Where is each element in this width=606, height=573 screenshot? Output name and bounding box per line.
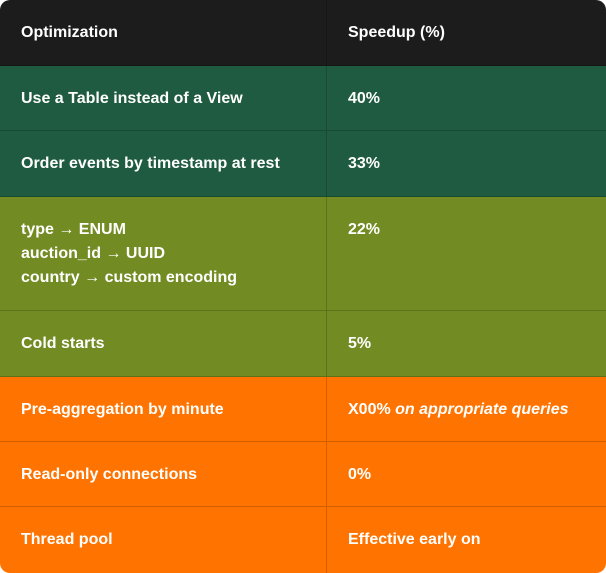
table-row: Use a Table instead of a View 40%	[0, 66, 606, 131]
cell-value: X00%	[348, 401, 391, 418]
cell: 22%	[348, 221, 381, 238]
cell: Pre-aggregation by minute	[0, 377, 327, 441]
cell: Thread pool	[0, 507, 327, 573]
cell: Effective early on	[348, 531, 481, 548]
cell-line: country → custom encoding	[21, 269, 238, 286]
table-row: type → ENUM auction_id → UUID country → …	[0, 197, 606, 311]
header-row: Optimization Speedup (%)	[0, 0, 606, 66]
cell: X00% on appropriate queries	[327, 377, 606, 441]
cell: type → ENUM auction_id → UUID country → …	[0, 197, 327, 310]
table-row: Pre-aggregation by minute X00% on approp…	[0, 377, 606, 442]
cell-line: type → ENUM	[21, 221, 126, 238]
cell: Read-only connections	[0, 442, 327, 506]
table-row: Order events by timestamp at rest 33%	[0, 131, 606, 197]
cell: 40%	[348, 90, 381, 107]
table-row: Read-only connections 0%	[0, 442, 606, 507]
cell-note: on appropriate queries	[395, 401, 569, 418]
table-row: Cold starts 5%	[0, 311, 606, 377]
header-cell: Speedup (%)	[348, 24, 445, 41]
cell: 0%	[348, 466, 372, 483]
header-cell: Optimization	[0, 0, 327, 65]
cell: Order events by timestamp at rest	[0, 131, 327, 196]
table-row: Thread pool Effective early on	[0, 507, 606, 573]
cell: Cold starts	[0, 311, 327, 376]
cell: 5%	[348, 335, 372, 352]
cell: 33%	[348, 155, 381, 172]
cell: Use a Table instead of a View	[0, 66, 327, 130]
cell-line: auction_id → UUID	[21, 245, 166, 262]
